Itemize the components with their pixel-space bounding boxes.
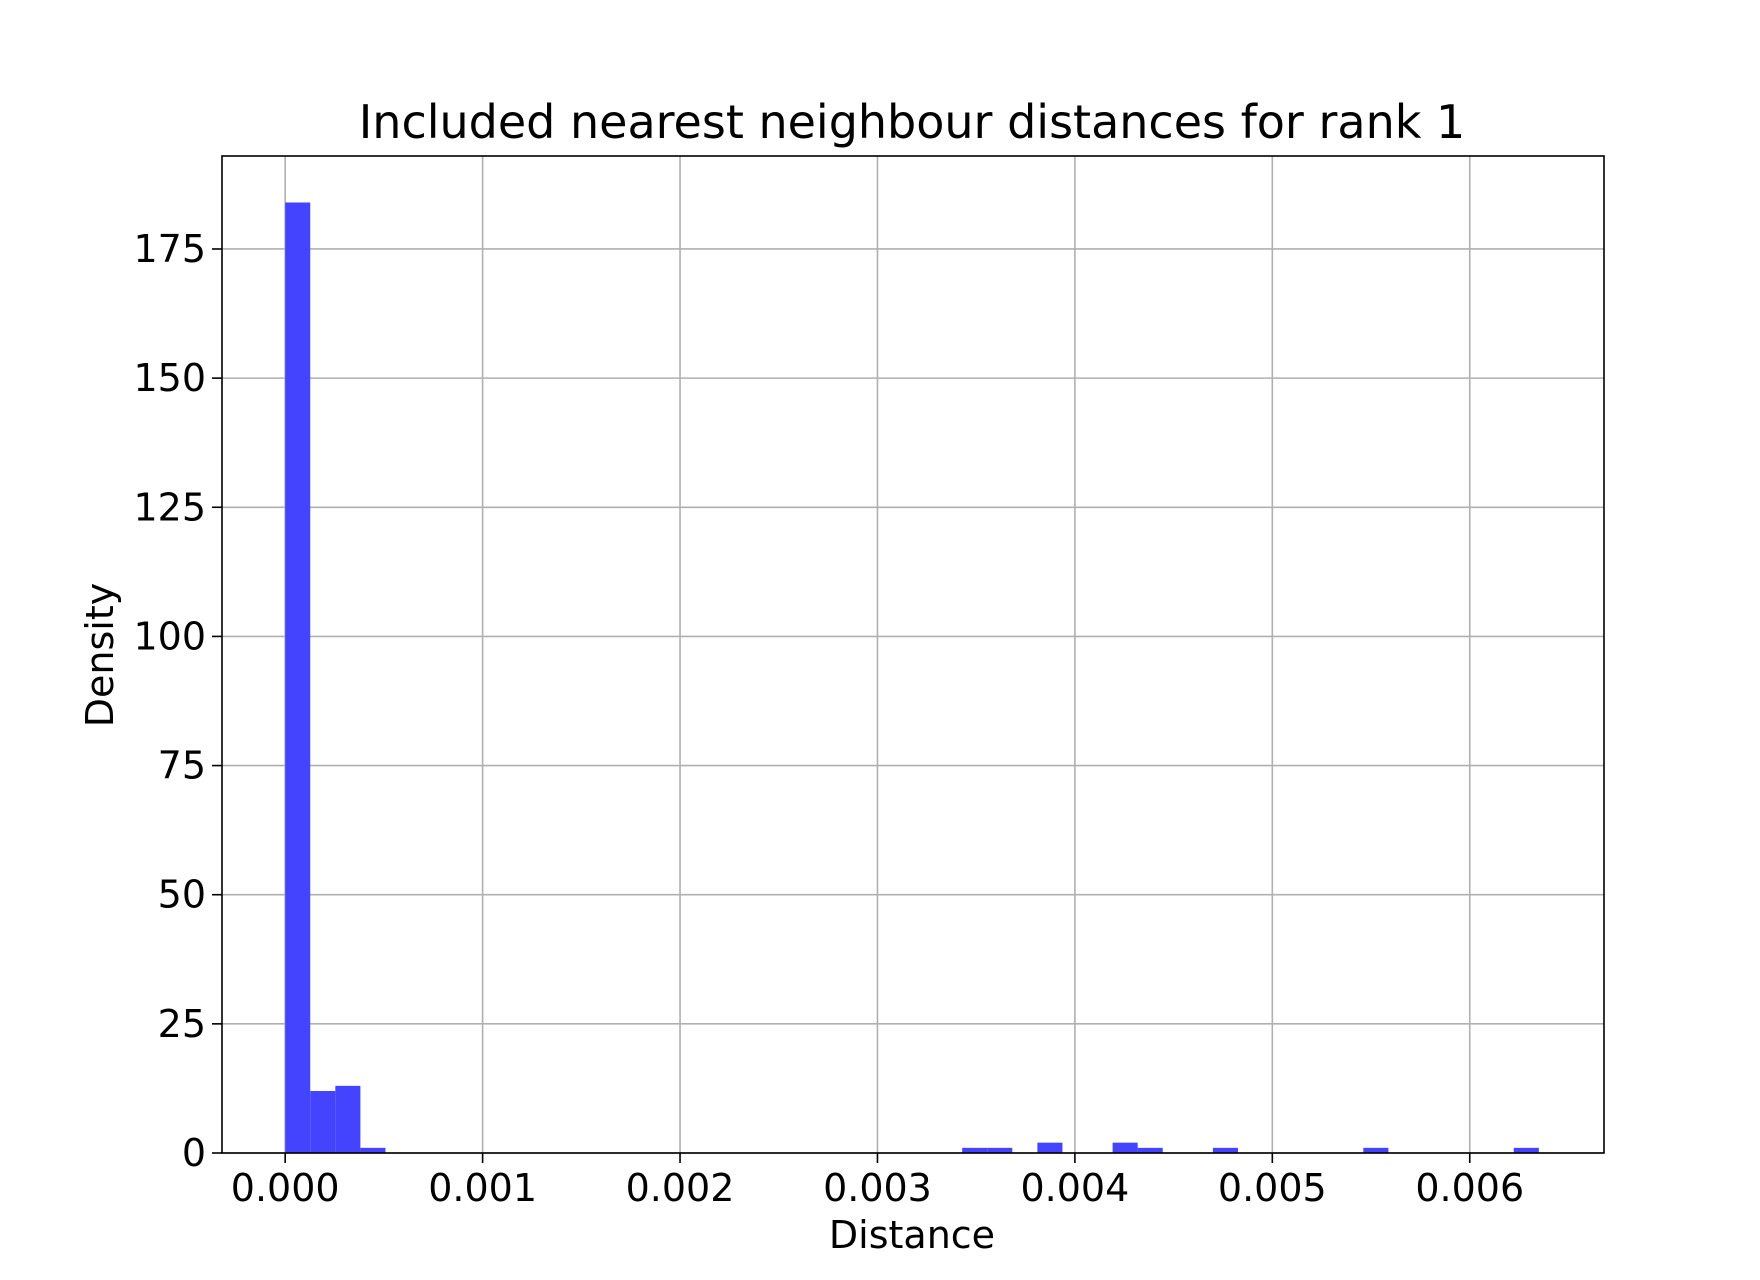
- y-tick-label: 100: [133, 614, 206, 658]
- y-tick-label: 150: [133, 356, 206, 400]
- x-tick-label: 0.005: [1218, 1166, 1327, 1210]
- y-tick-label: 0: [182, 1131, 206, 1175]
- chart-title: Included nearest neighbour distances for…: [359, 95, 1466, 149]
- x-tick-label: 0.004: [1020, 1166, 1129, 1210]
- y-tick-label: 50: [158, 873, 206, 917]
- histogram-bar: [1112, 1142, 1138, 1153]
- plot-frame: [221, 155, 1605, 1154]
- histogram-bar: [987, 1147, 1013, 1153]
- histogram-bar: [1137, 1147, 1163, 1153]
- histogram-bar: [310, 1091, 336, 1153]
- histogram-bar: [360, 1147, 386, 1153]
- y-axis-label: Density: [78, 583, 122, 727]
- grid-layer: [222, 156, 1604, 1154]
- histogram-bar: [335, 1085, 361, 1153]
- bars-layer: [285, 202, 1539, 1153]
- x-tick-label: 0.001: [428, 1166, 537, 1210]
- histogram-bar: [1363, 1147, 1389, 1153]
- histogram-bar: [1513, 1147, 1539, 1153]
- histogram-bar: [1212, 1147, 1238, 1153]
- x-tick-label: 0.003: [823, 1166, 932, 1210]
- ticks-layer: 0.000 0.001 0.002 0.003 0.004 0.005 0.006 0 25 50…: [133, 227, 1524, 1210]
- x-tick-label: 0.006: [1415, 1166, 1524, 1210]
- histogram-bar: [285, 202, 311, 1153]
- x-tick-label: 0.002: [626, 1166, 735, 1210]
- x-axis-label: Distance: [829, 1213, 995, 1257]
- y-tick-label: 75: [158, 744, 206, 788]
- histogram-bar: [1037, 1142, 1063, 1153]
- x-tick-label: 0.000: [231, 1166, 340, 1210]
- histogram-bar: [962, 1147, 988, 1153]
- y-tick-label: 25: [158, 1002, 206, 1046]
- y-tick-label: 175: [133, 227, 206, 271]
- y-tick-label: 125: [133, 485, 206, 529]
